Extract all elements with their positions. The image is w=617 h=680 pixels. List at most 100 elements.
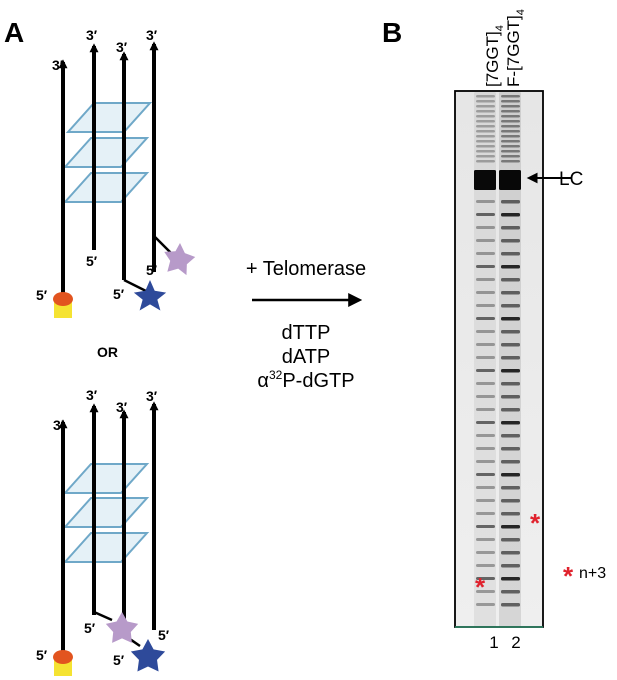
gel-band (476, 603, 495, 606)
fluorophore-linker (153, 235, 173, 255)
gel-band (501, 447, 520, 451)
gel-bands (474, 92, 521, 627)
purple-star-icon (105, 612, 139, 643)
gel-band (501, 125, 520, 128)
gel-band (476, 343, 495, 346)
gel-band (501, 564, 520, 568)
gel-band (476, 252, 495, 255)
gel-band (476, 421, 495, 424)
blue-star-icon (133, 280, 167, 311)
gel-band (501, 317, 520, 321)
gel-band (476, 160, 495, 163)
telomerase-label: + Telomerase (246, 258, 366, 280)
gel-band (476, 105, 495, 108)
asterisk-marker-lane-2: * (530, 508, 541, 538)
gel-band (499, 170, 521, 190)
fluorophore-linker (123, 278, 149, 294)
gel-band (501, 356, 520, 360)
gel-band (476, 150, 495, 153)
g-quartet-plane (62, 172, 150, 203)
gel-band (501, 200, 520, 204)
strand-5prime-label: 5′ (84, 620, 96, 636)
gel-band (501, 213, 520, 217)
gel-band (501, 130, 520, 133)
gel-band (476, 145, 495, 148)
g-quartet-planes (62, 463, 150, 563)
lane-number-2: 2 (511, 633, 520, 652)
gel-band (476, 155, 495, 158)
gel-band (501, 408, 520, 412)
gel-band (476, 590, 495, 593)
gel-band (501, 577, 520, 581)
gel-band (501, 115, 520, 118)
gel-band (476, 120, 495, 123)
gel-band (476, 473, 495, 476)
panel-b-label: B (382, 17, 402, 48)
nucleotide-dttp: dTTP (282, 322, 331, 344)
gel-band (476, 226, 495, 229)
blue-star-icon (130, 639, 166, 672)
quadruplex-bottom: 3′ 3′ 3′ 3′ 5′ 5′ 5′ 5′ (36, 387, 170, 676)
g-quartet-plane (62, 137, 150, 168)
gel-band (476, 135, 495, 138)
gel-band (501, 160, 520, 163)
or-label: OR (97, 344, 118, 360)
gel-band (501, 382, 520, 386)
strand-5prime-label: 5′ (146, 262, 158, 278)
gel-band (476, 486, 495, 489)
asterisk-marker-lane-1: * (475, 572, 486, 602)
quadruplex-top: 3′ 3′ 3′ 3′ 5′ 5′ 5′ 5′ (36, 27, 196, 318)
gel-band (501, 343, 520, 347)
gel-band (501, 110, 520, 113)
gel-band (474, 92, 496, 627)
gel-band (476, 110, 495, 113)
strand-5prime-label: 5′ (113, 286, 125, 302)
gel-band (501, 120, 520, 123)
g-quartet-plane (62, 463, 150, 494)
gel-band (501, 291, 520, 295)
strand-5prime-label: 5′ (113, 652, 125, 668)
gel-band (476, 356, 495, 359)
gel-band (501, 239, 520, 243)
gel-band (476, 125, 495, 128)
gel-band (476, 460, 495, 463)
fluorophore-linker (93, 610, 113, 622)
g-quartet-plane (62, 532, 150, 563)
gel-band (501, 512, 520, 516)
gel-band (476, 408, 495, 411)
gel-band (501, 155, 520, 158)
gel-band (476, 512, 495, 515)
legend-asterisk: * (563, 561, 574, 591)
gel-band (501, 304, 520, 308)
nucleotide-datp: dATP (282, 346, 331, 368)
gel-band (476, 100, 495, 103)
gel-band (476, 577, 495, 580)
gel-band (501, 140, 520, 143)
gel-band (501, 330, 520, 334)
strand-3prime-label: 3′ (53, 417, 65, 433)
g-quartet-plane (62, 497, 150, 528)
strand-5prime-label: 5′ (36, 287, 48, 303)
gel-band (501, 421, 520, 425)
purple-star-icon (164, 243, 196, 276)
gel-band (501, 369, 520, 373)
gel-band (476, 95, 495, 98)
gel-band (476, 200, 495, 203)
gel-band (501, 105, 520, 108)
gel-band (476, 291, 495, 294)
strand-3prime-label: 3′ (146, 388, 158, 404)
gel-band (501, 499, 520, 503)
gel-band (476, 317, 495, 320)
gel-band (501, 486, 520, 490)
gel-band (476, 330, 495, 333)
legend-n-plus-3: n+3 (579, 565, 606, 582)
gel-band (476, 140, 495, 143)
strand-3prime-label: 3′ (116, 399, 128, 415)
strand-3prime-label: 3′ (52, 57, 64, 73)
gel-band (501, 95, 520, 98)
gel-band (476, 369, 495, 372)
gel-band (501, 278, 520, 282)
gel-band (476, 551, 495, 554)
gel-band (501, 590, 520, 594)
